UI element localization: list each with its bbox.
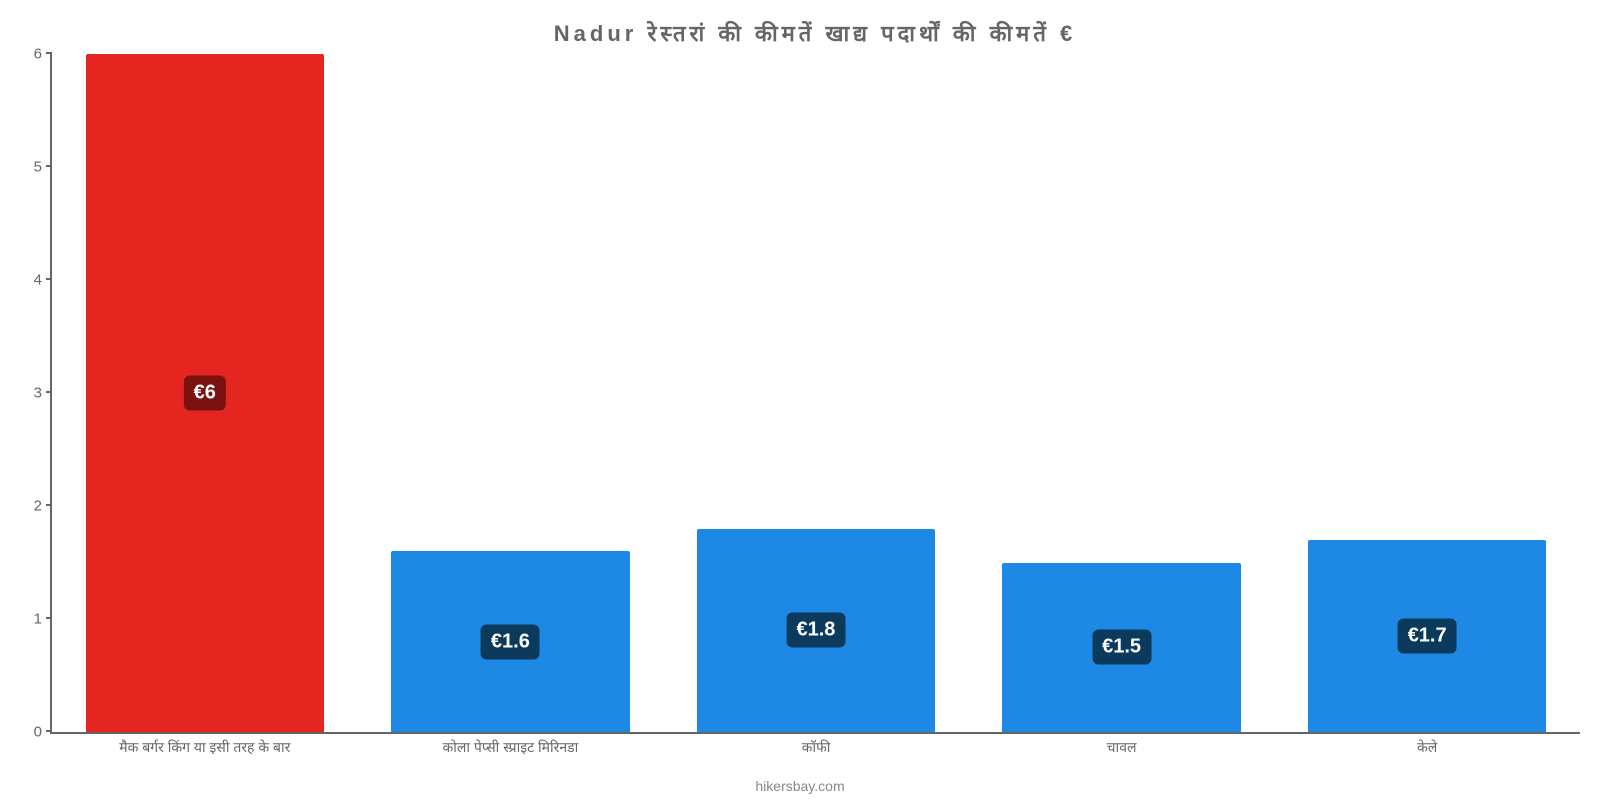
y-tick-label: 1 — [12, 611, 42, 628]
y-tick-mark — [46, 617, 52, 619]
y-tick-label: 4 — [12, 272, 42, 289]
value-badge: €1.6 — [481, 624, 540, 659]
bar: €1.6 — [391, 551, 629, 732]
bar-slot: €1.5 — [969, 54, 1275, 732]
y-tick-label: 0 — [12, 724, 42, 741]
attribution-text: hikersbay.com — [755, 778, 844, 794]
price-chart: Nadur रेस्तरां की कीमतें खाद्य पदार्थों … — [0, 0, 1600, 800]
plot-area: €6€1.6€1.8€1.5€1.7 मैक बर्गर किंग या इसी… — [50, 54, 1580, 734]
value-badge: €6 — [184, 376, 226, 411]
bar: €1.7 — [1308, 540, 1546, 732]
y-tick-mark — [46, 165, 52, 167]
x-axis-label: केले — [1274, 738, 1580, 757]
bar: €1.5 — [1002, 563, 1240, 733]
bar-slot: €1.8 — [663, 54, 969, 732]
bar-slot: €1.6 — [358, 54, 664, 732]
value-badge: €1.7 — [1398, 618, 1457, 653]
y-tick-mark — [46, 52, 52, 54]
y-tick-mark — [46, 391, 52, 393]
bar-slot: €1.7 — [1274, 54, 1580, 732]
y-tick-label: 5 — [12, 159, 42, 176]
y-tick-mark — [46, 730, 52, 732]
x-axis-labels: मैक बर्गर किंग या इसी तरह के बारकोला पेप… — [52, 738, 1580, 757]
x-axis-label: मैक बर्गर किंग या इसी तरह के बार — [52, 738, 358, 757]
bar: €1.8 — [697, 529, 935, 732]
value-badge: €1.5 — [1092, 630, 1151, 665]
chart-title: Nadur रेस्तरां की कीमतें खाद्य पदार्थों … — [50, 18, 1580, 48]
bar-slot: €6 — [52, 54, 358, 732]
x-axis-label: कॉफी — [663, 738, 969, 757]
y-tick-mark — [46, 278, 52, 280]
bar: €6 — [86, 54, 324, 732]
y-tick-label: 3 — [12, 385, 42, 402]
value-badge: €1.8 — [787, 613, 846, 648]
y-tick-label: 6 — [12, 46, 42, 63]
bars-container: €6 €1.6 €1.8 €1.5 €1.7 — [52, 54, 1580, 732]
y-tick-label: 2 — [12, 498, 42, 515]
x-axis-label: चावल — [969, 738, 1275, 757]
y-tick-mark — [46, 504, 52, 506]
x-axis-label: कोला पेप्सी स्प्राइट मिरिनडा — [358, 738, 664, 757]
